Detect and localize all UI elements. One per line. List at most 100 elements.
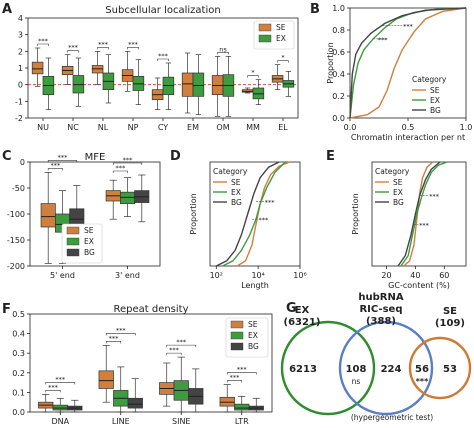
venn-circle-0 [280, 320, 376, 416]
x-tick-label: 5' end [50, 271, 75, 280]
x-tick-label: 60 [439, 271, 449, 280]
y-tick-label: 0 [20, 158, 25, 167]
box-ex-box [234, 403, 250, 411]
y-tick-label: 0.3 [12, 349, 25, 358]
cdf-se [403, 161, 434, 267]
venn-set-count: (6321) [284, 317, 321, 328]
annotation-label: *** [48, 383, 59, 391]
legend-label: EX [248, 331, 258, 340]
panel-label: E [326, 149, 335, 164]
y-tick-label: 4 [18, 14, 23, 23]
annotation-bracket [37, 43, 49, 46]
venn-region-note: *** [416, 377, 429, 386]
legend-swatch [230, 342, 244, 351]
y-tick-label: 0.2 [12, 369, 25, 378]
y-tick-label: 0.1 [12, 388, 25, 397]
box-se-box [98, 370, 114, 389]
x-tick-label: SINE [172, 417, 190, 426]
cdf-bg [349, 7, 467, 119]
cdf-bg [215, 161, 280, 267]
legend-label: EX [84, 237, 94, 246]
y-tick-label: 0.6 [332, 48, 345, 57]
annotation-bracket [166, 352, 182, 356]
annotation-label: *** [98, 40, 109, 48]
annotation-bracket [45, 382, 76, 385]
y-tick-label: -50 [12, 184, 25, 193]
y-tick-label: 0 [18, 81, 23, 90]
annotation-label: *** [50, 161, 61, 169]
legend-label: BG [393, 198, 404, 207]
x-axis-label: Length [241, 281, 269, 290]
y-tick-label: 2 [18, 47, 23, 56]
x-tick-label: 3' end [115, 271, 140, 280]
x-tick-label: 20 [381, 271, 391, 280]
box-se-box [40, 203, 56, 228]
annotation-bracket [217, 52, 229, 55]
annotation-label: *** [419, 221, 430, 229]
annotation-label: ns [219, 45, 227, 53]
legend-label: EX [430, 96, 440, 105]
annotation-bracket [45, 390, 61, 393]
chart-title: MFE [85, 152, 106, 163]
x-tick-label: 1.0 [460, 123, 473, 132]
chart-title: Subcellular localization [105, 5, 220, 16]
venn-footnote: (hypergeometric test) [351, 413, 433, 422]
x-tick-label: 10⁴ [251, 271, 264, 280]
x-tick-label: EM [187, 123, 199, 132]
legend-title: Category [412, 75, 447, 84]
annotation-label: *** [109, 334, 120, 342]
panel-f: F Repeat density0.00.10.20.30.40.5DNA****… [2, 302, 273, 426]
annotation-label: *** [115, 164, 126, 172]
venn-set-label: RIC-seq [359, 304, 402, 315]
venn-set-count: (109) [435, 318, 465, 329]
legend-label: EX [231, 188, 241, 197]
venn-region-note: ns [352, 377, 361, 386]
annotation-label: *** [230, 374, 241, 382]
x-tick-label: NC [67, 123, 79, 132]
x-tick-label: MM [246, 123, 260, 132]
x-tick-label: 0.0 [344, 123, 357, 132]
annotation-label: *** [176, 338, 187, 346]
legend-label: BG [430, 106, 441, 115]
annotation-label: *** [403, 23, 414, 31]
x-axis-label: GC-content (%) [388, 281, 450, 290]
annotation-label: *** [265, 199, 276, 207]
legend-label: EX [393, 188, 403, 197]
venn-region-count: 56 [415, 364, 429, 375]
legend-label: BG [84, 248, 95, 257]
x-tick-label: LINE [112, 417, 130, 426]
cdf-bg [397, 161, 441, 267]
annotation-bracket [105, 341, 122, 344]
x-tick-label: NL [98, 123, 109, 132]
cdf-se [349, 7, 467, 119]
legend-label: SE [248, 320, 258, 329]
y-axis-label: Proportion [351, 193, 360, 234]
venn-set-label: SE [443, 306, 457, 317]
venn-circle-2 [408, 336, 472, 400]
annotation-bracket [47, 160, 78, 163]
annotation-bracket [105, 333, 136, 336]
y-axis-label: Proportion [189, 193, 198, 234]
x-tick-label: CY [158, 123, 168, 132]
y-tick-label: 0.4 [332, 70, 345, 79]
legend-label: SE [276, 23, 286, 32]
annotation-label: *** [128, 40, 139, 48]
legend-label: SE [84, 226, 94, 235]
chart-title: Repeat density [113, 304, 188, 315]
y-tick-label: 1.0 [332, 4, 345, 13]
y-tick-label: -200 [7, 262, 25, 271]
annotation-bracket [127, 47, 139, 50]
x-axis-label: Chromatin interaction per nt [351, 133, 465, 142]
box-ex-box [192, 72, 205, 97]
legend-label: BG [231, 198, 242, 207]
annotation-label: *** [258, 216, 269, 224]
annotation-label: *** [38, 37, 49, 45]
x-tick-label: 10⁶ [293, 271, 306, 280]
box-bg-box [127, 397, 143, 409]
panel-a: A Subcellular localization -2 -1 0 1 2 3 4 NU *** N… [2, 2, 299, 132]
annotation-bracket [47, 168, 63, 171]
x-tick-label: 40 [410, 271, 420, 280]
annotation-bracket [247, 75, 259, 78]
annotation-bracket [277, 60, 289, 63]
